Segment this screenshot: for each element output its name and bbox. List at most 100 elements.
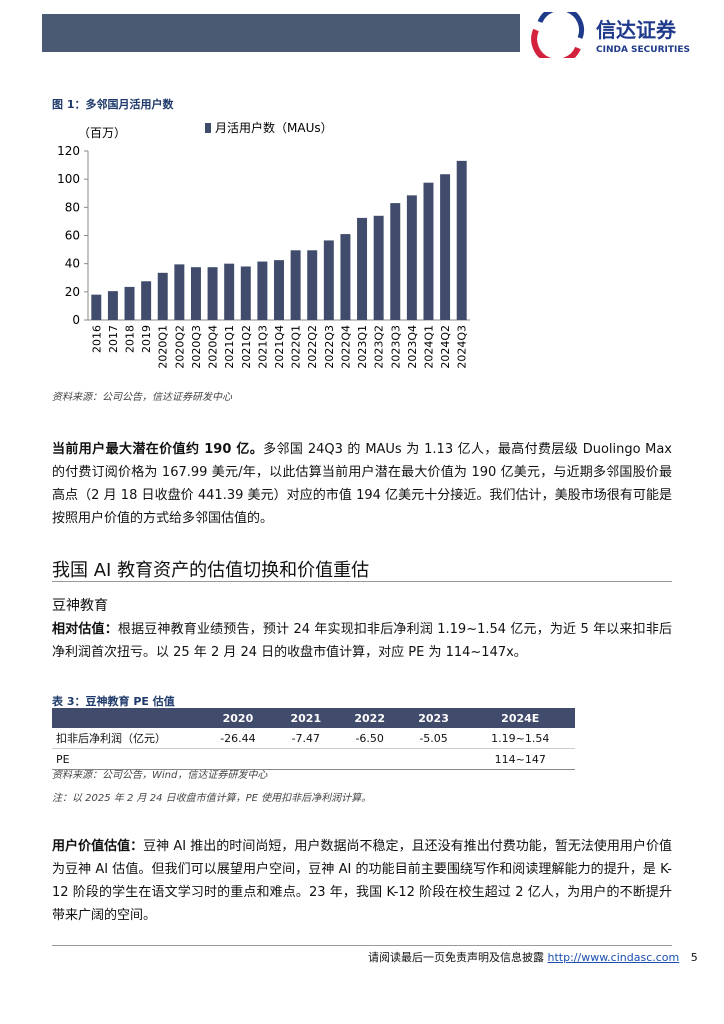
x-tick-label: 2024Q3 <box>456 325 469 369</box>
logo-arc <box>531 28 581 58</box>
bar <box>290 250 301 320</box>
bar <box>340 234 351 320</box>
header-cell: 2020 <box>202 708 274 728</box>
header-cell: 2021 <box>273 708 338 728</box>
x-tick-label: 2020Q3 <box>190 325 203 369</box>
y-tick-label: 0 <box>72 313 80 327</box>
x-tick-label: 2022Q3 <box>323 325 336 369</box>
x-tick-label: 2020Q1 <box>157 325 170 369</box>
paragraph: 用户价值估值：豆神 AI 推出的时间尚短，用户数据尚不稳定，且还没有推出付费功能… <box>52 835 672 927</box>
x-tick-label: 2021Q3 <box>256 325 269 369</box>
cell <box>402 749 466 770</box>
header-cell: 2023 <box>401 708 466 728</box>
x-tick-label: 2016 <box>90 325 103 353</box>
bar <box>373 215 384 320</box>
cell: -7.47 <box>291 731 321 745</box>
y-tick-label: 40 <box>65 257 80 271</box>
bar <box>124 286 135 320</box>
cell: 114~147 <box>494 752 546 766</box>
paragraph: 当前用户最大潜在价值约 190 亿。多邻国 24Q3 的 MAUs 为 1.13… <box>52 438 672 530</box>
x-tick-label: 2020Q4 <box>207 325 220 369</box>
cell: -26.44 <box>220 731 256 745</box>
x-tick-label: 2022Q2 <box>306 325 319 369</box>
bar <box>274 260 284 320</box>
paragraph-lead: 相对估值： <box>52 622 118 637</box>
y-tick-label: 100 <box>57 172 80 186</box>
footer-rule <box>52 945 672 946</box>
cell <box>338 749 402 770</box>
x-tick-label: 2023Q1 <box>356 325 369 369</box>
paragraph-lead: 用户价值估值： <box>52 839 144 854</box>
section-subtitle: 豆神教育 <box>52 598 108 614</box>
bar <box>423 182 434 320</box>
figure-caption: 图 1：多邻国月活用户数 <box>52 98 174 111</box>
x-tick-label: 2020Q2 <box>173 325 186 369</box>
table-note: 注：以 2025 年 2 月 24 日收盘市值计算，PE 使用扣非后净利润计算。 <box>52 793 372 804</box>
bar <box>207 267 218 320</box>
figure-source: 资料来源：公司公告，信达证券研发中心 <box>52 392 232 403</box>
bar <box>307 250 318 320</box>
x-tick-label: 2021Q1 <box>223 325 236 369</box>
x-tick-label: 2017 <box>107 325 120 353</box>
cell: 1.19~1.54 <box>491 731 550 745</box>
bar <box>440 174 451 320</box>
bar <box>323 240 334 320</box>
table-header: 2020 2021 2022 2023 2024E <box>52 708 575 728</box>
legend-swatch <box>205 123 211 133</box>
y-tick-label: 80 <box>65 200 80 214</box>
x-tick-label: 2018 <box>124 325 137 353</box>
x-tick-label: 2024Q1 <box>422 325 435 369</box>
table-source: 资料来源：公司公告，Wind，信达证券研发中心 <box>52 770 268 781</box>
cell: -6.50 <box>355 731 384 745</box>
header-cell: 2024E <box>465 708 575 728</box>
footer-link[interactable]: http://www.cindasc.com <box>547 951 680 964</box>
logo: 信达证券 CINDA SECURITIES <box>531 12 690 58</box>
paragraph-body: 根据豆神教育业绩预告，预计 24 年实现扣非后净利润 1.19~1.54 亿元，… <box>52 622 672 660</box>
paragraph-lead: 当前用户最大潜在价值约 190 亿。 <box>52 442 264 457</box>
header-cell <box>52 708 202 728</box>
legend-label: 月活用户数（MAUs） <box>215 120 333 135</box>
y-tick-label: 120 <box>57 144 80 158</box>
x-tick-label: 2023Q3 <box>389 325 402 369</box>
chart: （百万） 0 20 40 60 80 100 120 月活用户数（MAUs） 2016 2017 2… <box>57 120 470 369</box>
x-tick-label: 2022Q4 <box>339 325 352 369</box>
x-tick-label: 2024Q2 <box>439 325 452 369</box>
table-row: 扣非后净利润（亿元） -26.44 -7.47 -6.50 -5.05 1.19… <box>52 728 575 749</box>
y-axis-label: （百万） <box>78 126 126 140</box>
bar <box>390 203 401 320</box>
bar <box>240 266 251 320</box>
header-bar <box>42 14 520 52</box>
bar <box>190 267 201 320</box>
bar <box>357 217 368 320</box>
bar <box>107 291 118 320</box>
x-tick-label: 2023Q2 <box>373 325 386 369</box>
bar <box>157 272 168 320</box>
row-label: PE <box>56 752 70 766</box>
y-tick-label: 60 <box>65 229 80 243</box>
bar <box>174 264 185 320</box>
table-row: PE 114~147 <box>52 749 575 770</box>
footer: 请阅读最后一页免责声明及信息披露 http://www.cindasc.com … <box>368 949 698 965</box>
x-tick-label: 2021Q2 <box>240 325 253 369</box>
row-label: 扣非后净利润（亿元） <box>56 732 166 745</box>
table-caption: 表 3：豆神教育 PE 估值 <box>52 695 175 708</box>
paragraph-body: 多邻国 24Q3 的 MAUs 为 1.13 亿人，最高付费层级 Duoling… <box>52 442 672 526</box>
page-number: 5 <box>690 951 698 964</box>
x-tick-label: 2021Q4 <box>273 325 286 369</box>
header-cell: 2022 <box>337 708 402 728</box>
paragraph-body: 豆神 AI 推出的时间尚短，用户数据尚不稳定，且还没有推出付费功能，暂无法使用用… <box>52 839 672 923</box>
logo-arc <box>537 12 585 39</box>
x-tick-label: 2023Q4 <box>406 325 419 369</box>
logo-en: CINDA SECURITIES <box>596 45 690 55</box>
bar <box>406 195 417 320</box>
table: 2020 2021 2022 2023 2024E 扣非后净利润（亿元） -26… <box>52 708 575 770</box>
x-tick-label: 2019 <box>140 325 153 353</box>
logo-cn: 信达证券 <box>596 18 677 42</box>
cell <box>274 749 338 770</box>
section-rule <box>52 581 672 582</box>
bar <box>456 160 467 320</box>
y-tick-label: 20 <box>65 285 80 299</box>
bar <box>224 263 235 320</box>
bar <box>257 261 268 320</box>
